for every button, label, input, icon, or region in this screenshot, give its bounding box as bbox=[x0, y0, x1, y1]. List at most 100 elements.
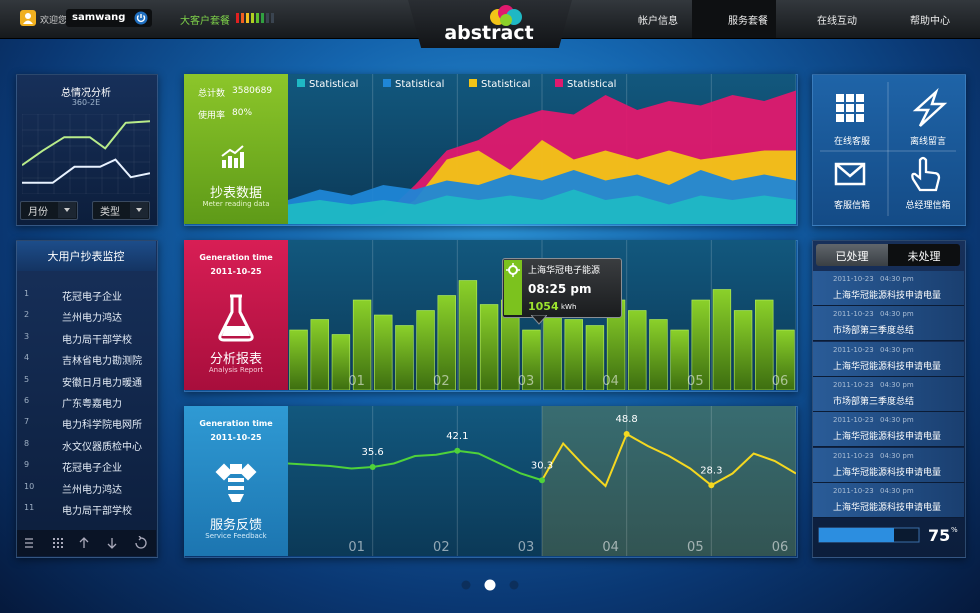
logout-button[interactable] bbox=[134, 11, 148, 25]
x-tick-label: 05 bbox=[687, 374, 704, 389]
legend-label: Statistical bbox=[481, 79, 530, 90]
area bbox=[288, 189, 796, 224]
message-time: 04:30 pm bbox=[880, 451, 914, 460]
x-tick-label: 02 bbox=[433, 540, 450, 555]
legend-swatch bbox=[297, 79, 305, 87]
feedback-title: 服务反馈 bbox=[209, 518, 263, 533]
bar bbox=[776, 329, 795, 390]
tab-label: 已处理 bbox=[835, 250, 869, 263]
message-item[interactable] bbox=[813, 306, 964, 342]
point bbox=[539, 477, 545, 484]
service-label[interactable]: 客服信箱 bbox=[833, 201, 871, 211]
x-tick-label: 03 bbox=[518, 374, 535, 389]
services-grid bbox=[820, 82, 956, 216]
line bbox=[22, 120, 150, 167]
line bbox=[541, 432, 796, 488]
nav-item[interactable]: 服务套餐 bbox=[728, 16, 768, 27]
analysis-title: 分析报表 bbox=[209, 352, 263, 367]
logo-mark bbox=[490, 5, 522, 26]
item-index: 3 bbox=[24, 331, 30, 341]
package-meter bbox=[236, 13, 274, 23]
line bbox=[22, 158, 150, 184]
item-name[interactable]: 花冠电子企业 bbox=[62, 463, 122, 475]
item-index: 7 bbox=[24, 417, 30, 427]
select-label: 类型 bbox=[100, 207, 120, 218]
bar bbox=[437, 295, 456, 390]
data-label: 35.6 bbox=[362, 447, 384, 458]
analysis-subtitle: Analysis Report bbox=[208, 366, 264, 374]
item-index: 1 bbox=[24, 289, 30, 298]
item-name[interactable]: 兰州电力鸿达 bbox=[62, 313, 122, 325]
logo: abstract bbox=[444, 22, 534, 44]
tab[interactable] bbox=[888, 244, 960, 266]
item-name[interactable]: 广东粤嘉电力 bbox=[62, 399, 122, 410]
x-tick-label: 05 bbox=[687, 540, 704, 555]
message-date: 2011-10-23 bbox=[833, 416, 874, 425]
service-label[interactable]: 在线客服 bbox=[833, 137, 871, 147]
usage: 80% bbox=[232, 108, 253, 118]
message-item[interactable] bbox=[813, 341, 964, 377]
pagination[interactable] bbox=[456, 577, 526, 593]
item-name[interactable]: 兰州电力鸿达 bbox=[62, 484, 122, 496]
message-text: 上海华冠能源科技申请电量 bbox=[833, 502, 942, 513]
meter-box bbox=[184, 74, 288, 224]
bar bbox=[691, 299, 710, 390]
item-name[interactable]: 安徽日月电力暖通 bbox=[62, 377, 142, 389]
tooltip-icon bbox=[506, 263, 520, 277]
analysis-box bbox=[184, 240, 288, 390]
progress-fill bbox=[819, 528, 894, 542]
item-index: 8 bbox=[24, 438, 30, 448]
bar bbox=[564, 319, 583, 390]
nav-item[interactable]: 帮助中心 bbox=[910, 16, 950, 27]
legend-label: Statistical bbox=[395, 79, 444, 90]
message-item[interactable] bbox=[813, 482, 964, 518]
time-label: Generation time bbox=[199, 419, 273, 428]
area-chart: 010203040506StatisticalStatisticalStatis… bbox=[288, 74, 796, 224]
x-tick-label: 04 bbox=[602, 374, 619, 389]
point bbox=[708, 482, 715, 489]
legend-label: Statistical bbox=[567, 79, 616, 90]
nav-item[interactable]: 在线互动 bbox=[817, 16, 857, 27]
item-name[interactable]: 吉林省电力勘测院 bbox=[62, 356, 142, 368]
tooltip-name: 上海华冠电子能源 bbox=[528, 266, 601, 276]
message-item[interactable] bbox=[813, 376, 964, 412]
nav-item[interactable]: 帐户信息 bbox=[638, 16, 678, 27]
x-tick-label: 02 bbox=[433, 374, 450, 389]
message-date: 2011-10-23 bbox=[833, 275, 874, 283]
bar bbox=[331, 334, 351, 390]
bar bbox=[352, 299, 372, 390]
tooltip-value: 1054 bbox=[528, 300, 559, 313]
item-name[interactable]: 电力局干部学校 bbox=[62, 334, 132, 346]
service-label[interactable]: 总经理信箱 bbox=[905, 201, 951, 211]
item-name[interactable]: 花冠电子企业 bbox=[62, 292, 122, 303]
legend-swatch bbox=[383, 79, 391, 87]
bar bbox=[416, 310, 435, 390]
point bbox=[454, 447, 461, 454]
point bbox=[369, 464, 376, 470]
total-label: 总计数 bbox=[198, 89, 226, 99]
bar bbox=[543, 314, 562, 390]
item-name[interactable]: 水文仪器质检中心 bbox=[62, 441, 142, 453]
item-name[interactable]: 电力科学院电网所 bbox=[62, 420, 142, 432]
tab-label: 未处理 bbox=[907, 250, 941, 263]
message-time: 04:30 pm bbox=[880, 380, 914, 389]
monitor-footer bbox=[17, 530, 156, 556]
message-item[interactable] bbox=[813, 447, 964, 483]
point bbox=[623, 431, 630, 437]
message-item[interactable] bbox=[813, 271, 964, 306]
bar bbox=[628, 310, 647, 390]
bar bbox=[522, 329, 541, 390]
item-index: 2 bbox=[24, 310, 30, 320]
message-text: 上海华冠能源科技申请电量 bbox=[833, 432, 942, 443]
overview-subtitle: 360-2E bbox=[71, 98, 101, 107]
message-item[interactable] bbox=[813, 412, 964, 448]
highlight-region bbox=[542, 406, 796, 556]
x-tick-label: 01 bbox=[348, 374, 365, 389]
tab-active[interactable] bbox=[816, 244, 888, 266]
service-label[interactable]: 离线留言 bbox=[909, 137, 947, 147]
overview-panel bbox=[16, 74, 158, 226]
item-index: 10 bbox=[24, 481, 35, 491]
item-name[interactable]: 电力局干部学校 bbox=[62, 506, 132, 517]
bar bbox=[374, 314, 393, 390]
